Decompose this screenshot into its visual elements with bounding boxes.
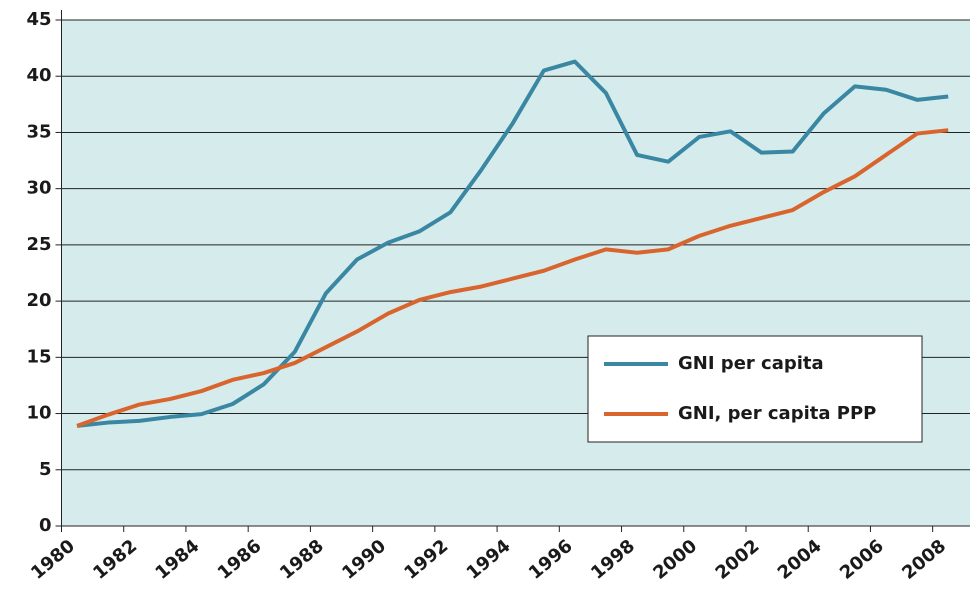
x-tick-label: 1994 — [463, 536, 515, 584]
x-tick-label: 1980 — [27, 536, 79, 584]
y-tick-label: 25 — [26, 234, 51, 255]
x-tick-label: 2002 — [712, 536, 764, 584]
y-tick-label: 0 — [39, 515, 52, 536]
x-tick-label: 1984 — [152, 536, 204, 584]
y-tick-label: 10 — [26, 403, 51, 424]
y-tick-label: 20 — [26, 290, 51, 311]
series-line — [76, 128, 949, 428]
x-tick-label: 2000 — [649, 536, 701, 584]
x-tick-label: 1998 — [587, 536, 639, 584]
x-tick-label: 1990 — [338, 536, 390, 584]
x-tick-label: 1986 — [214, 536, 266, 584]
y-tick-label: 45 — [26, 9, 51, 30]
y-tick-label: 30 — [26, 178, 51, 199]
x-tick-label: 1982 — [89, 536, 141, 584]
series-line — [76, 59, 949, 428]
x-tick-label: 1988 — [276, 536, 328, 584]
x-tick-label: 1996 — [525, 536, 577, 584]
y-tick-label: 15 — [26, 346, 51, 367]
legend-label: GNI, per capita PPP — [678, 403, 876, 424]
y-tick-label: 5 — [39, 459, 52, 480]
y-tick-label: 35 — [26, 121, 51, 142]
x-tick-label: 2006 — [836, 536, 888, 584]
x-tick-label: 2008 — [898, 536, 950, 584]
plot-area — [61, 20, 970, 526]
legend-label: GNI per capita — [678, 353, 824, 374]
y-tick-label: 40 — [26, 65, 51, 86]
legend — [587, 335, 923, 443]
x-tick-label: 1992 — [400, 536, 452, 584]
x-tick-label: 2004 — [774, 536, 826, 584]
